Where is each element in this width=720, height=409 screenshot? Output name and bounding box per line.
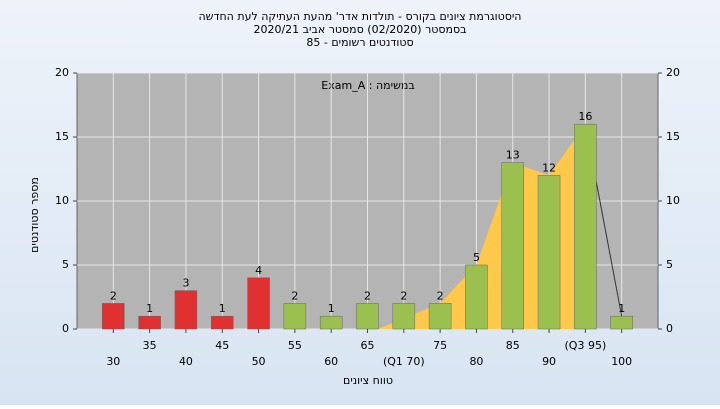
x-tick-label: 55: [288, 339, 302, 352]
y2-tick-label: 15: [666, 130, 680, 143]
data-label: 12: [542, 161, 556, 174]
y-tick-label: 0: [62, 322, 69, 335]
x-tick-label: 65: [361, 339, 375, 352]
data-label: 2: [291, 289, 298, 302]
data-label: 2: [110, 289, 117, 302]
y2-tick-label: 5: [666, 258, 673, 271]
chart-subtitle: סטודנטים רשומים - 85: [306, 36, 413, 49]
bar: [247, 277, 270, 330]
x-tick-label: 60: [324, 355, 338, 368]
bar: [283, 303, 307, 330]
data-label: 3: [182, 277, 189, 290]
bar: [392, 303, 416, 330]
y-tick-label: 15: [55, 130, 69, 143]
y2-tick-label: 10: [666, 194, 680, 207]
bar: [211, 315, 234, 330]
x-tick-label: 100: [611, 355, 632, 368]
data-label: 13: [506, 149, 520, 162]
bar: [537, 175, 561, 330]
x-tick-label: 75: [433, 339, 447, 352]
data-label: 1: [618, 302, 625, 315]
y-tick-label: 10: [55, 194, 69, 207]
x-tick-label: 80: [469, 355, 483, 368]
data-label: 4: [255, 264, 262, 277]
data-label: 5: [473, 251, 480, 264]
data-label: 16: [578, 110, 592, 123]
data-label: 1: [146, 302, 153, 315]
data-label: 1: [219, 302, 226, 315]
y-tick-label: 5: [62, 258, 69, 271]
data-label: 2: [400, 289, 407, 302]
data-label: 1: [328, 302, 335, 315]
bar: [174, 290, 198, 330]
x-tick-label: 50: [252, 355, 266, 368]
data-label: 2: [364, 289, 371, 302]
y2-tick-label: 20: [666, 66, 680, 79]
x-tick-label: (Q1 70): [383, 355, 425, 368]
chart-subtitle: בסמסטר (02/2020) סמסטר אביב 2020/21: [253, 23, 466, 36]
bar: [465, 264, 488, 330]
quartile-area: [378, 124, 586, 329]
bar: [138, 315, 161, 330]
y-axis-label: מספר סטודנטים: [28, 177, 41, 253]
bar: [574, 123, 597, 330]
y2-tick-label: 0: [666, 322, 673, 335]
bar: [102, 303, 125, 330]
x-tick-label: (Q3 95): [565, 339, 607, 352]
bar: [319, 315, 343, 330]
bar: [610, 315, 633, 330]
x-tick-label: 40: [179, 355, 193, 368]
bar: [356, 303, 379, 330]
data-label: 2: [437, 289, 444, 302]
x-tick-label: 85: [506, 339, 520, 352]
x-tick-label: 30: [106, 355, 120, 368]
x-tick-label: 35: [143, 339, 157, 352]
x-tick-label: 90: [542, 355, 556, 368]
bar: [428, 303, 452, 330]
x-tick-label: 45: [215, 339, 229, 352]
chart-title: היסטוגרמת ציונים בקורס - תולדות אדר' מהע…: [198, 10, 521, 23]
y-tick-label: 20: [55, 66, 69, 79]
x-axis-label: טווח ציונים: [343, 374, 393, 387]
bar: [501, 162, 524, 330]
